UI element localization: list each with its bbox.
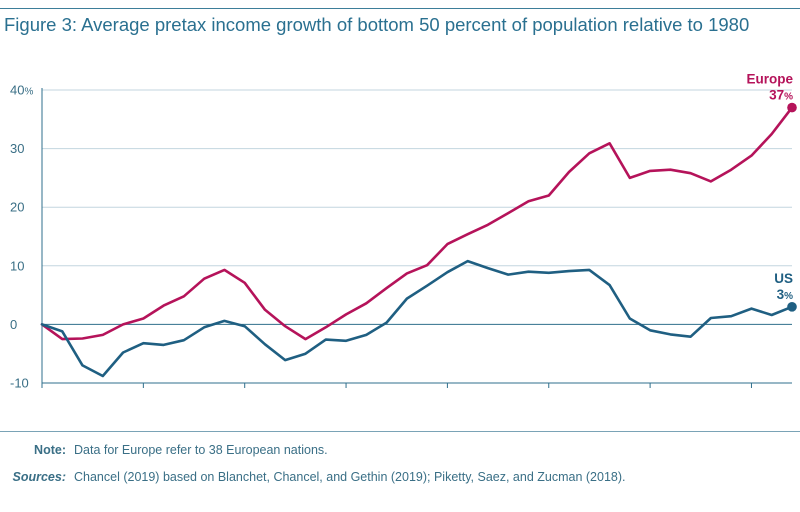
note-row: Note: Data for Europe refer to 38 Europe… <box>0 443 790 457</box>
series-line-us <box>40 259 794 378</box>
sources-text: Chancel (2019) based on Blanchet, Chance… <box>74 470 626 484</box>
end-value-us: 3% <box>777 287 794 302</box>
series-line-europe <box>40 106 794 341</box>
end-marker-europe <box>787 102 797 113</box>
y-tick-label--10: -10 <box>10 376 29 391</box>
top-rule <box>0 8 800 9</box>
line-chart: -10 0 10 20 30 40% 19801985199019952000200520… <box>10 72 797 391</box>
bottom-rule <box>0 431 800 432</box>
y-tick-label-40: 40% <box>10 83 33 98</box>
y-tick-label-10: 10 <box>10 258 24 273</box>
series-name-europe: Europe <box>746 72 793 87</box>
sources-row: Sources: Chancel (2019) based on Blanche… <box>0 470 790 484</box>
y-tick-label-20: 20 <box>10 200 24 215</box>
sources-label: Sources: <box>12 470 67 484</box>
figure-title: Figure 3: Average pretax income growth o… <box>4 14 750 35</box>
series-lines <box>40 106 794 378</box>
end-value-europe: 37% <box>769 88 793 103</box>
note-label: Note: <box>34 443 66 457</box>
end-marker-us <box>787 302 797 312</box>
note-text: Data for Europe refer to 38 European nat… <box>74 443 328 457</box>
y-tick-label-0: 0 <box>10 317 17 332</box>
y-tick-label-30: 30 <box>10 141 24 156</box>
y-axis-ticks: -10 0 10 20 30 40% <box>10 83 33 391</box>
grid-lines <box>42 89 792 267</box>
x-axis-ticks: 19801985199019952000200520102015 <box>41 383 752 388</box>
axis-lines <box>41 88 792 384</box>
series-name-us: US <box>774 271 793 286</box>
